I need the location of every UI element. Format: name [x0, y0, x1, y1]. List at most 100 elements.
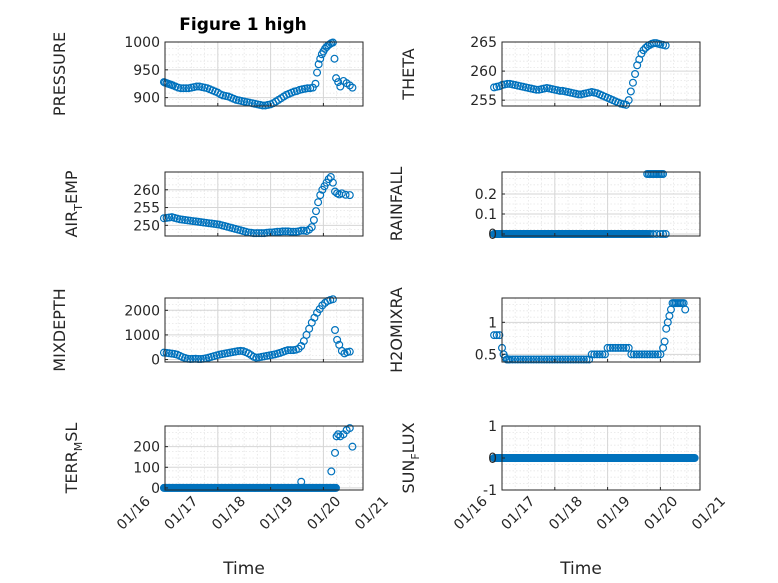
- data-point: [639, 46, 648, 55]
- data-point: [328, 295, 337, 304]
- y-tick-label: 260: [133, 183, 160, 199]
- data-point: [165, 349, 174, 358]
- subplot-1: 900 950 1000 PRESSURE: [50, 32, 364, 116]
- y-tick-label: 255: [470, 93, 497, 109]
- y-tick-label: 255: [133, 201, 160, 217]
- data-point: [167, 349, 176, 358]
- data-point: [281, 227, 290, 236]
- y-axis-label: AIRTEMP: [62, 170, 85, 237]
- subplot-2: 255 260 265 THETA: [399, 35, 701, 109]
- data-point: [179, 84, 188, 93]
- data-point: [632, 350, 641, 359]
- data-point: [527, 355, 536, 364]
- data-point: [631, 69, 640, 78]
- data-point: [614, 343, 623, 352]
- data-point: [587, 350, 596, 359]
- x-tick-label: 01/20: [304, 494, 344, 534]
- data-point: [294, 344, 303, 353]
- data-point: [165, 213, 174, 222]
- data-point: [690, 454, 699, 463]
- x-tick-label: 01/16: [451, 493, 491, 533]
- data-point: [260, 229, 269, 238]
- x-tick-label: 01/17: [162, 494, 202, 534]
- data-point: [627, 350, 636, 359]
- data-point: [341, 190, 350, 199]
- data-point: [270, 228, 279, 237]
- data-point: [665, 311, 674, 320]
- data-point: [188, 217, 197, 226]
- axes-box: [501, 41, 701, 107]
- data-point: [571, 355, 580, 364]
- data-point: [656, 230, 665, 239]
- data-point: [178, 215, 187, 224]
- data-point: [316, 191, 325, 200]
- subplot-4: 0 0.1 0.2 RAINFALL: [387, 167, 701, 243]
- data-point: [252, 229, 261, 238]
- data-point: [511, 355, 520, 364]
- data-point: [334, 430, 343, 439]
- axes-box: [501, 297, 701, 363]
- series-markers: [159, 295, 354, 364]
- data-point: [337, 346, 346, 355]
- grid: [164, 298, 364, 362]
- x-tick-label: 01/16: [114, 493, 154, 533]
- data-point: [303, 84, 312, 93]
- y-tick-label: 0.5: [475, 347, 497, 363]
- data-point: [331, 483, 340, 492]
- data-point: [598, 350, 607, 359]
- data-point: [606, 343, 615, 352]
- data-point: [332, 432, 341, 441]
- data-point: [637, 350, 646, 359]
- data-point: [603, 343, 612, 352]
- data-point: [542, 355, 551, 364]
- series-markers: [490, 299, 690, 364]
- data-point: [345, 191, 354, 200]
- grid: [164, 41, 364, 106]
- data-point: [182, 84, 191, 93]
- data-point: [505, 355, 514, 364]
- data-point: [662, 324, 671, 333]
- data-point: [582, 355, 591, 364]
- data-point: [516, 355, 525, 364]
- data-point: [563, 355, 572, 364]
- data-point: [616, 343, 625, 352]
- data-point: [659, 230, 668, 239]
- y-tick-label: -1: [483, 483, 497, 499]
- data-point: [327, 467, 336, 476]
- data-point: [257, 229, 266, 238]
- y-axis-label: RAINFALL: [387, 167, 406, 242]
- x-tick-label: 01/21: [352, 494, 392, 534]
- data-point: [311, 79, 320, 88]
- data-point: [529, 355, 538, 364]
- data-point: [624, 96, 633, 105]
- data-point: [286, 227, 295, 236]
- data-point: [640, 350, 649, 359]
- data-point: [273, 227, 282, 236]
- series-markers: [490, 39, 670, 109]
- y-tick-label: 0: [151, 353, 160, 369]
- data-point: [258, 101, 267, 110]
- y-tick-label: 0: [488, 227, 497, 243]
- data-point: [331, 448, 340, 457]
- y-tick-label: 200: [133, 440, 160, 456]
- data-point: [503, 79, 512, 88]
- subplot-8: -1 0 1 SUNFLUX 01/16 01/17 01/18 01/19 01/20 01/2…: [399, 419, 729, 579]
- grid: [164, 172, 364, 236]
- data-point: [540, 355, 549, 364]
- data-point: [569, 355, 578, 364]
- x-axis-label: Time: [559, 559, 602, 579]
- figure-title: Figure 1 high: [179, 15, 307, 35]
- data-point: [183, 216, 192, 225]
- data-point: [191, 217, 200, 226]
- data-point: [577, 355, 586, 364]
- data-point: [622, 343, 631, 352]
- data-point: [162, 348, 171, 357]
- data-point: [332, 74, 341, 83]
- x-tick-label: 01/17: [499, 494, 539, 534]
- data-point: [313, 68, 322, 77]
- data-point: [548, 355, 557, 364]
- subplot-6: 0.5 1 H2OMIXRA: [387, 287, 701, 373]
- y-axis-label: MIXDEPTH: [50, 288, 69, 371]
- y-axis-label: PRESSURE: [50, 32, 69, 116]
